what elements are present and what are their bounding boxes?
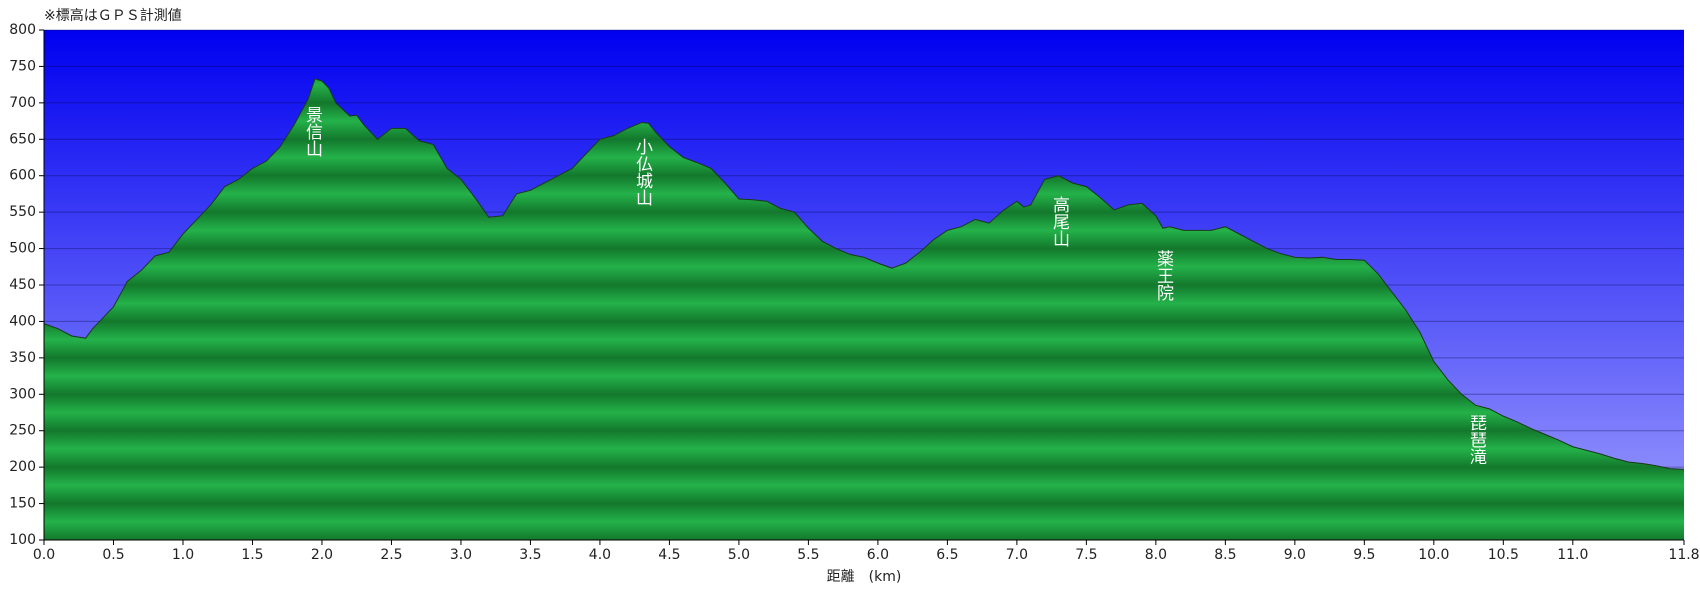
x-tick-label: 5.5 [797, 547, 819, 563]
peak-label: 高尾山 [1049, 196, 1070, 247]
x-tick-label: 10.0 [1418, 547, 1449, 563]
x-tick-label: 7.0 [1006, 547, 1028, 563]
y-tick-label: 450 [9, 277, 36, 293]
x-tick-label: 8.0 [1145, 547, 1167, 563]
y-tick-label: 600 [9, 168, 36, 184]
x-tick-label: 3.0 [450, 547, 472, 563]
peak-label: 小仏城山 [632, 138, 653, 206]
y-tick-label: 700 [9, 95, 36, 111]
peak-label: 琵琶滝 [1466, 414, 1487, 465]
x-tick-label: 1.5 [241, 547, 263, 563]
x-tick-label: 10.5 [1488, 547, 1519, 563]
peak-label: 景信山 [302, 106, 323, 157]
y-tick-label: 100 [9, 532, 36, 548]
x-tick-label: 1.0 [172, 547, 194, 563]
x-tick-label: 2.0 [311, 547, 333, 563]
y-tick-label: 800 [9, 22, 36, 38]
area [44, 78, 1684, 541]
y-tick-label: 650 [9, 131, 36, 147]
x-axis-title: 距離 (km) [827, 568, 902, 585]
peak-label: 薬王院 [1153, 250, 1174, 301]
y-tick-label: 550 [9, 204, 36, 220]
x-tick-label: 2.5 [380, 547, 402, 563]
x-tick-label: 5.0 [728, 547, 750, 563]
x-tick-label: 6.5 [936, 547, 958, 563]
y-tick-label: 750 [9, 58, 36, 74]
chart-title: ※標高はＧＰＳ計測値 [44, 7, 182, 24]
x-tick-label: 11.8 [1668, 547, 1699, 563]
x-tick-label: 3.5 [519, 547, 541, 563]
y-tick-label: 250 [9, 423, 36, 439]
y-tick-label: 300 [9, 386, 36, 402]
x-tick-label: 9.0 [1284, 547, 1306, 563]
x-tick-label: 9.5 [1353, 547, 1375, 563]
x-tick-label: 4.5 [658, 547, 680, 563]
y-tick-label: 150 [9, 496, 36, 512]
y-tick-label: 500 [9, 241, 36, 257]
x-tick-label: 0.5 [102, 547, 124, 563]
x-tick-label: 7.5 [1075, 547, 1097, 563]
x-tick-label: 4.0 [589, 547, 611, 563]
y-tick-label: 400 [9, 313, 36, 329]
x-tick-label: 6.0 [867, 547, 889, 563]
y-tick-label: 200 [9, 459, 36, 475]
area-outline [43, 78, 1685, 470]
x-tick-label: 11.0 [1557, 547, 1588, 563]
x-tick-label: 0.0 [33, 547, 55, 563]
x-tick-label: 8.5 [1214, 547, 1236, 563]
y-tick-label: 350 [9, 350, 36, 366]
